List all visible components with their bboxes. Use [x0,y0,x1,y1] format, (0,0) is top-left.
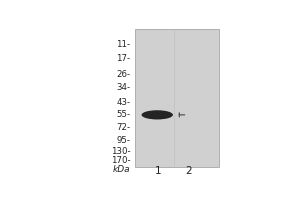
Text: 2: 2 [185,166,192,176]
Text: 43-: 43- [116,98,130,107]
Text: 11-: 11- [116,40,130,49]
Text: 130-: 130- [111,147,130,156]
Text: 95-: 95- [116,136,130,145]
Text: 26-: 26- [116,70,130,79]
Text: 55-: 55- [116,110,130,119]
Text: kDa: kDa [113,165,130,174]
Text: 170-: 170- [111,156,130,165]
Ellipse shape [142,110,173,119]
Text: 1: 1 [155,166,162,176]
FancyBboxPatch shape [135,29,219,167]
Text: 34-: 34- [116,83,130,92]
Text: 17-: 17- [116,54,130,63]
Text: 72-: 72- [116,123,130,132]
